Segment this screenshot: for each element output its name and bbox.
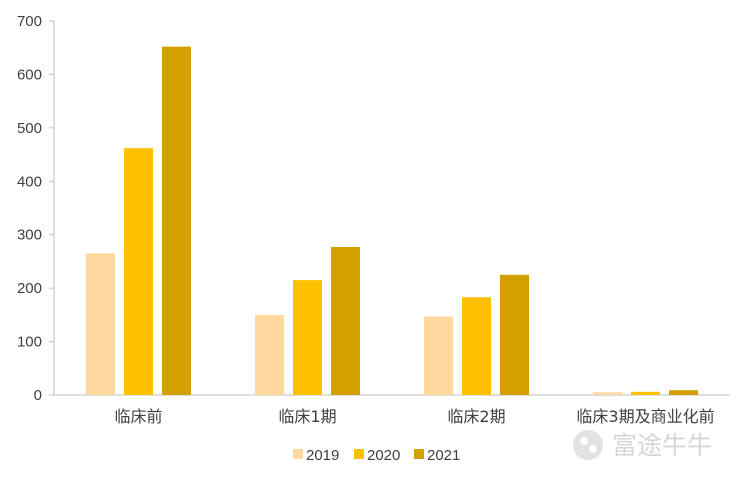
y-tick-label: 500: [17, 120, 42, 137]
x-category-label: 临床前: [114, 407, 162, 426]
watermark: 富途牛牛: [573, 430, 712, 460]
bar-2020-1: [124, 148, 153, 395]
y-tick-label: 0: [34, 387, 42, 404]
x-category-label: 临床2期: [447, 407, 505, 426]
bar-2019-1: [86, 253, 115, 395]
x-axis-labels: 临床前 临床1期 临床2期 临床3期及商业化前: [114, 407, 714, 426]
y-tick-label: 100: [17, 334, 42, 351]
bar-2021-2: [331, 247, 360, 395]
legend-label: 2021: [427, 447, 460, 464]
watermark-text: 富途牛牛: [612, 431, 712, 460]
bar-2020-2: [293, 280, 322, 395]
y-tick-label: 700: [17, 13, 42, 30]
bar-2021-3: [500, 274, 529, 395]
legend-swatch-2020: [354, 449, 364, 459]
bars: [86, 46, 698, 395]
bar-2019-3: [424, 316, 453, 395]
bar-2020-3: [462, 297, 491, 395]
bar-2019-4: [593, 392, 622, 395]
bar-2021-1: [162, 46, 191, 395]
y-tick-label: 400: [17, 173, 42, 190]
legend-label: 2020: [367, 447, 400, 464]
y-axis-ticks: 0 100 200 300 400 500 600 700: [17, 13, 54, 404]
y-tick-label: 600: [17, 66, 42, 83]
x-category-label: 临床1期: [278, 407, 336, 426]
legend: 2019 2020 2021: [293, 447, 460, 464]
legend-swatch-2019: [293, 449, 303, 459]
bar-2020-4: [631, 391, 660, 395]
bar-2019-2: [255, 314, 284, 395]
y-tick-label: 200: [17, 280, 42, 297]
futu-logo-icon: [573, 430, 603, 460]
legend-swatch-2021: [414, 449, 424, 459]
x-category-label: 临床3期及商业化前: [576, 407, 714, 426]
bar-2021-4: [669, 390, 698, 395]
legend-label: 2019: [306, 447, 339, 464]
y-tick-label: 300: [17, 227, 42, 244]
